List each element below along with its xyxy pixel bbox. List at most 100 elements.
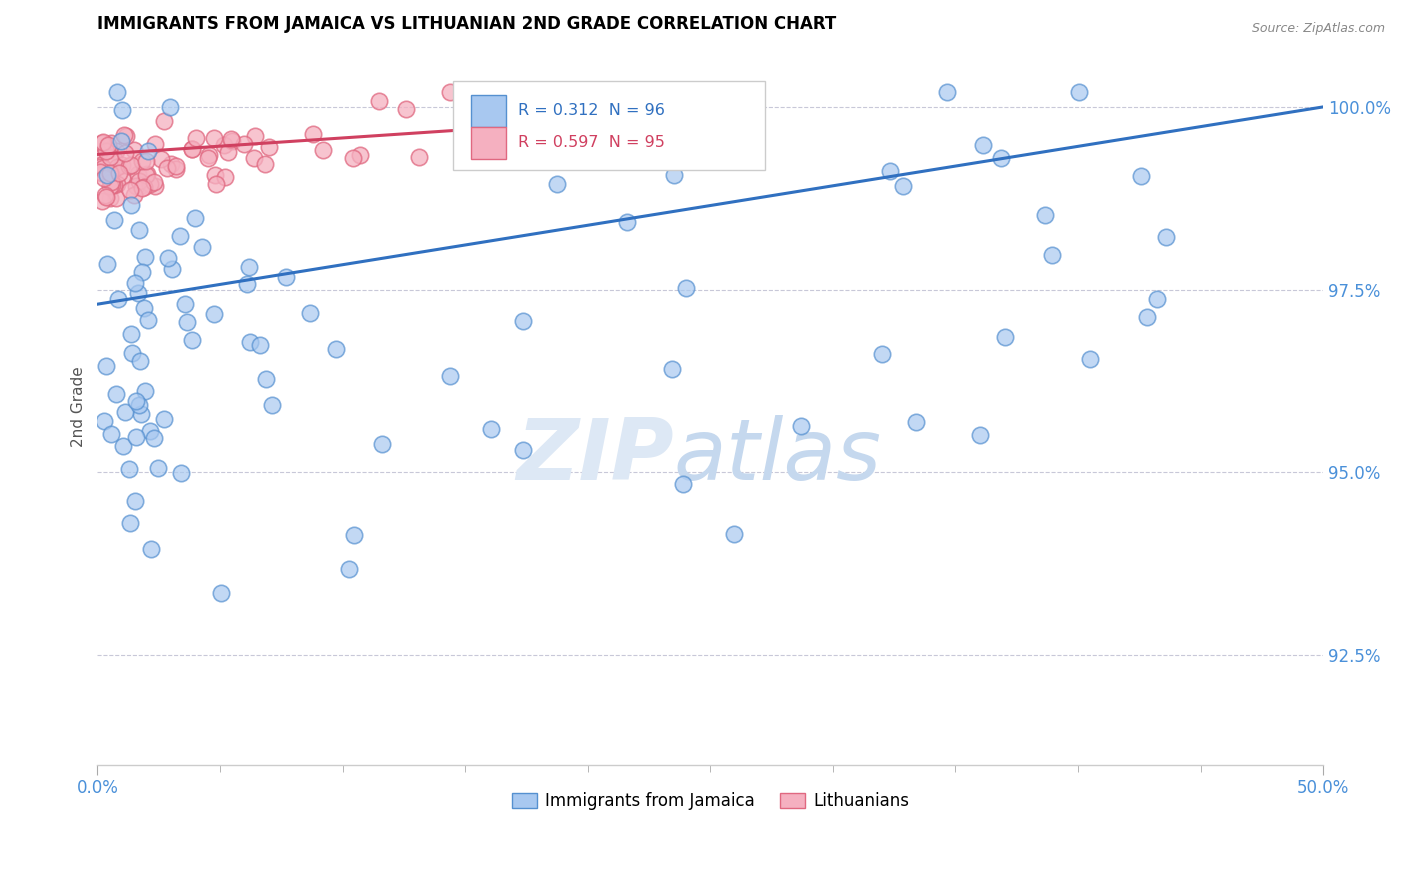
Point [337,562,360,576]
Point [139,177,162,191]
Point [105,387,128,401]
Text: atlas: atlas [673,415,882,498]
Point [969,427,991,442]
Point [127,286,149,301]
Point [91,194,114,208]
Point [870,347,893,361]
Point [904,415,927,429]
Point [546,177,568,191]
Point [299,306,322,320]
Point [439,85,461,99]
Point [675,281,697,295]
Point [972,138,994,153]
Point [118,183,141,197]
Point [103,213,125,227]
Point [523,131,546,145]
Point [174,297,197,311]
Y-axis label: 2nd Grade: 2nd Grade [72,366,86,447]
Point [243,151,266,165]
Point [104,144,127,158]
Point [169,229,191,244]
Point [143,179,166,194]
Point [115,129,138,144]
Point [990,151,1012,165]
Point [101,162,124,177]
Point [100,178,122,192]
Legend: Immigrants from Jamaica, Lithuanians: Immigrants from Jamaica, Lithuanians [505,786,915,817]
Point [221,134,243,148]
Point [662,168,685,182]
Point [139,542,162,557]
Point [512,314,534,328]
Point [176,315,198,329]
Point [118,159,141,173]
Point [136,313,159,327]
Point [94,189,117,203]
Point [723,527,745,541]
Point [165,162,187,177]
Point [91,161,114,176]
Point [236,277,259,292]
Point [128,174,150,188]
Point [198,147,221,161]
Point [93,170,115,185]
Point [408,150,430,164]
Point [112,128,135,142]
Point [1067,85,1090,99]
Point [135,167,157,181]
Point [325,342,347,356]
Point [94,144,117,158]
Point [143,175,166,189]
Point [89,165,111,179]
Point [120,198,142,212]
Point [527,117,550,131]
Point [254,157,277,171]
Point [512,442,534,457]
Point [97,143,120,157]
Point [100,426,122,441]
Point [132,301,155,316]
Point [127,167,149,181]
Point [891,179,914,194]
Point [156,161,179,176]
Point [371,436,394,450]
Point [112,439,135,453]
Point [98,166,121,180]
Point [107,292,129,306]
Point [1040,248,1063,262]
Point [661,362,683,376]
Point [96,359,118,373]
Point [160,157,183,171]
Point [202,307,225,321]
Point [274,269,297,284]
Point [233,136,256,151]
Point [134,384,156,399]
Point [138,424,160,438]
Point [135,169,157,183]
FancyBboxPatch shape [471,95,506,128]
Point [143,431,166,445]
Point [685,85,707,99]
Point [312,143,335,157]
Point [111,170,134,185]
Point [553,87,575,102]
Point [1078,352,1101,367]
Point [136,144,159,158]
Point [349,148,371,162]
Point [184,211,207,226]
Point [143,137,166,152]
Point [156,251,179,265]
Point [100,136,122,150]
Point [439,369,461,384]
Point [125,429,148,443]
Point [120,158,142,172]
Point [118,462,141,476]
Point [219,132,242,146]
Point [132,180,155,194]
Point [91,136,114,150]
Point [148,460,170,475]
Point [553,107,575,121]
Point [994,329,1017,343]
Point [89,151,111,165]
Point [91,166,114,180]
